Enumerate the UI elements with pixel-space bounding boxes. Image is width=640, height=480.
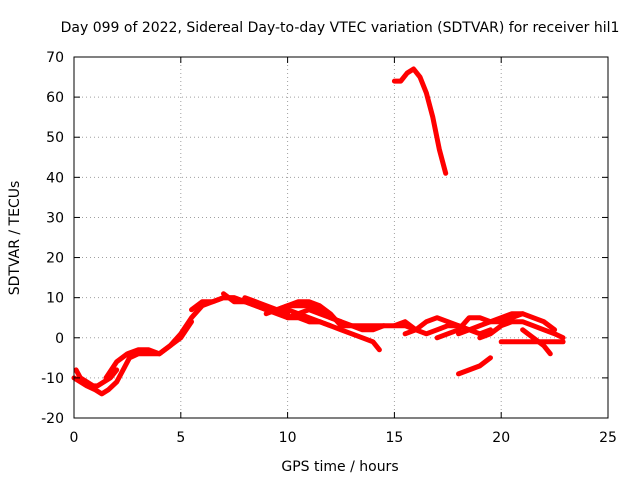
y-tick-label: 30: [46, 210, 64, 226]
y-tick-label: 0: [55, 331, 64, 347]
series-arc-18: [520, 327, 553, 357]
tick-marks: [73, 56, 609, 419]
chart-title: Day 099 of 2022, Sidereal Day-to-day VTE…: [61, 20, 620, 36]
series-arc-2: [73, 367, 120, 389]
y-tick-labels: -20 -10 0 10 20 30 40 50 60 70: [41, 50, 64, 427]
x-axis-label: GPS time / hours: [281, 459, 398, 475]
x-tick-label: 25: [599, 430, 617, 446]
series-arc-19: [456, 355, 493, 377]
x-tick-label: 5: [176, 430, 185, 446]
series-arc-16: [477, 319, 566, 341]
series-arc-8: [274, 299, 344, 329]
series-arc-14: [434, 311, 526, 341]
y-tick-label: 40: [46, 170, 64, 186]
series-arc-20: [391, 66, 449, 176]
series-layer: [71, 66, 566, 397]
x-tick-label: 15: [385, 430, 403, 446]
series-arc-13: [402, 315, 493, 337]
y-axis-label: SDTVAR / TECUs: [7, 181, 23, 296]
y-tick-label: 20: [46, 251, 64, 267]
y-tick-label: 60: [46, 90, 64, 106]
series-arc-15: [456, 311, 558, 337]
series-arc-11: [338, 323, 419, 333]
series-arc-9: [285, 307, 387, 329]
plot-frame: [73, 56, 609, 419]
y-tick-label: -10: [41, 371, 64, 387]
x-tick-label: 10: [279, 430, 297, 446]
y-tick-label: -20: [41, 411, 64, 427]
series-arc-10: [306, 319, 382, 353]
grid: [74, 57, 608, 418]
x-tick-label: 20: [492, 430, 510, 446]
y-tick-label: 10: [46, 291, 64, 307]
x-tick-labels: 0 5 10 15 20 25: [70, 430, 617, 446]
series-arc-3: [103, 319, 194, 381]
y-tick-label: 50: [46, 130, 64, 146]
x-tick-label: 0: [70, 430, 79, 446]
y-tick-label: 70: [46, 50, 64, 66]
